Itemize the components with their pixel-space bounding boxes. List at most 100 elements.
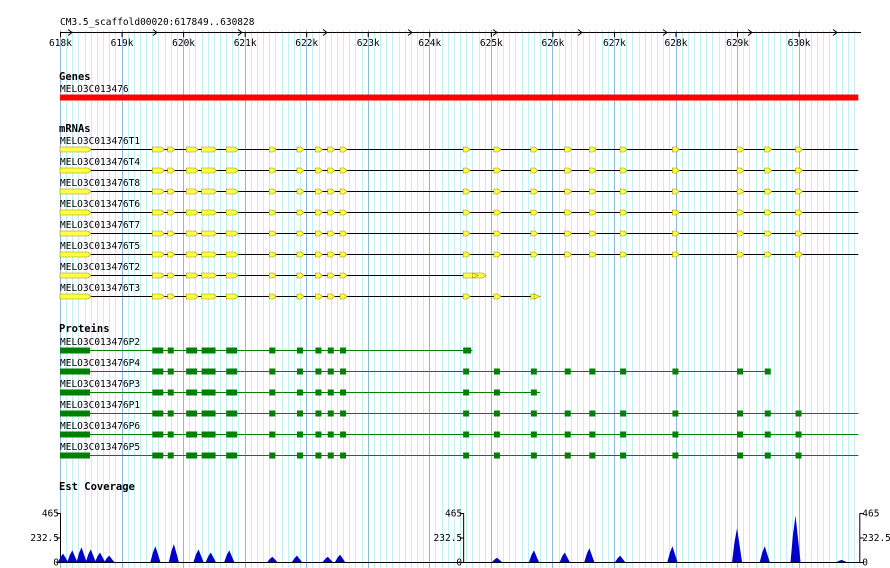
protein-block[interactable] <box>463 452 470 459</box>
mrna-exon[interactable] <box>619 230 628 237</box>
mrna-exon[interactable] <box>764 146 773 153</box>
mrna-exon[interactable] <box>530 251 539 258</box>
mrna-exon[interactable] <box>201 272 218 279</box>
mrna-exon[interactable] <box>736 188 745 195</box>
mrna-exon[interactable] <box>315 251 323 258</box>
protein-block[interactable] <box>493 368 500 375</box>
protein-block[interactable] <box>530 410 537 417</box>
mrna-exon[interactable] <box>59 146 92 153</box>
protein-block[interactable] <box>296 410 303 417</box>
mrna-exon[interactable] <box>327 251 336 258</box>
mrna-exon[interactable] <box>296 167 305 174</box>
protein-block[interactable] <box>152 368 164 375</box>
mrna-exon[interactable] <box>462 293 471 300</box>
protein-block[interactable] <box>167 410 174 417</box>
mrna-exon[interactable] <box>764 188 773 195</box>
proteins-track[interactable]: MELO3C013476P2 MELO3C013476P4 MELO3C013476… <box>60 337 859 459</box>
mrna-exon[interactable] <box>795 188 803 195</box>
protein-block[interactable] <box>737 368 744 375</box>
protein-block[interactable] <box>167 347 174 354</box>
mrna-exon[interactable] <box>268 167 277 174</box>
mrna-exon[interactable] <box>296 209 305 216</box>
mrna-exon[interactable] <box>315 188 323 195</box>
mrna-exon[interactable] <box>462 251 471 258</box>
mrna-exon[interactable] <box>152 209 165 216</box>
protein-block[interactable] <box>226 368 238 375</box>
protein-block[interactable] <box>795 452 802 459</box>
protein-block[interactable] <box>589 452 596 459</box>
protein-block[interactable] <box>296 389 303 396</box>
protein-block[interactable] <box>269 368 276 375</box>
mrna-exon[interactable] <box>268 230 277 237</box>
protein-block[interactable] <box>186 347 198 354</box>
mrna-exon[interactable] <box>589 230 597 237</box>
mrna-exon[interactable] <box>185 167 199 174</box>
mrna-exon[interactable] <box>167 188 176 195</box>
protein-block[interactable] <box>226 347 238 354</box>
mrna-exon[interactable] <box>315 272 323 279</box>
protein-block[interactable] <box>269 410 276 417</box>
mrna-exon[interactable] <box>59 209 92 216</box>
protein-block[interactable] <box>201 410 216 417</box>
mrna-exon[interactable] <box>59 272 92 279</box>
protein-block[interactable] <box>493 410 500 417</box>
genes-track[interactable]: MELO3C013476 <box>60 84 859 101</box>
protein-block[interactable] <box>296 431 303 438</box>
mrna-exon[interactable] <box>462 146 471 153</box>
protein-block[interactable] <box>795 410 802 417</box>
protein-block[interactable] <box>589 410 596 417</box>
mrna-exon[interactable] <box>315 230 323 237</box>
mrna-exon[interactable] <box>225 293 239 300</box>
protein-block[interactable] <box>152 347 164 354</box>
mrna-exon[interactable] <box>185 146 199 153</box>
mrna-exon[interactable] <box>339 209 348 216</box>
mrna-exon[interactable] <box>201 293 218 300</box>
mrna-exon[interactable] <box>315 293 323 300</box>
mrna-exon[interactable] <box>564 146 573 153</box>
mrna-exon[interactable] <box>201 167 218 174</box>
protein-block[interactable] <box>737 431 744 438</box>
protein-block[interactable] <box>530 452 537 459</box>
mrna-exon[interactable] <box>59 293 92 300</box>
mrna-exon[interactable] <box>152 188 165 195</box>
protein-block[interactable] <box>530 368 537 375</box>
protein-block[interactable] <box>620 368 627 375</box>
mrna-exon[interactable] <box>462 230 471 237</box>
mrna-exon[interactable] <box>185 230 199 237</box>
protein-block[interactable] <box>340 347 347 354</box>
mrna-exon[interactable] <box>201 209 218 216</box>
mrna-exon[interactable] <box>589 167 597 174</box>
mrna-exon[interactable] <box>201 251 218 258</box>
protein-block[interactable] <box>167 368 174 375</box>
protein-block[interactable] <box>672 410 679 417</box>
mrna-exon[interactable] <box>327 167 336 174</box>
mrna-exon[interactable] <box>530 188 539 195</box>
mrna-exon[interactable] <box>167 209 176 216</box>
mrna-exon[interactable] <box>152 272 165 279</box>
protein-block[interactable] <box>315 431 322 438</box>
protein-block[interactable] <box>327 431 334 438</box>
protein-block[interactable] <box>201 452 216 459</box>
protein-block[interactable] <box>795 431 802 438</box>
mrna-exon[interactable] <box>564 230 573 237</box>
protein-block[interactable] <box>152 410 164 417</box>
mrna-exon[interactable] <box>185 251 199 258</box>
mrna-exon[interactable] <box>327 209 336 216</box>
protein-block[interactable] <box>463 368 470 375</box>
mrna-exon[interactable] <box>564 167 573 174</box>
mrna-exon[interactable] <box>795 209 803 216</box>
mrna-exon[interactable] <box>152 146 165 153</box>
protein-block[interactable] <box>737 410 744 417</box>
mrna-exon[interactable] <box>152 230 165 237</box>
ruler[interactable]: 618k 619k 620k 621k 622k 623k 624k 625k 626k 627k… <box>49 29 861 50</box>
mrna-exon[interactable] <box>795 146 803 153</box>
protein-block[interactable] <box>493 389 500 396</box>
mrna-exon[interactable] <box>564 209 573 216</box>
mrna-exon[interactable] <box>296 272 305 279</box>
protein-block[interactable] <box>564 368 571 375</box>
protein-block[interactable] <box>226 410 238 417</box>
mrna-exon[interactable] <box>339 167 348 174</box>
protein-block[interactable] <box>493 431 500 438</box>
mrna-exon[interactable] <box>167 251 176 258</box>
protein-block[interactable] <box>463 389 470 396</box>
